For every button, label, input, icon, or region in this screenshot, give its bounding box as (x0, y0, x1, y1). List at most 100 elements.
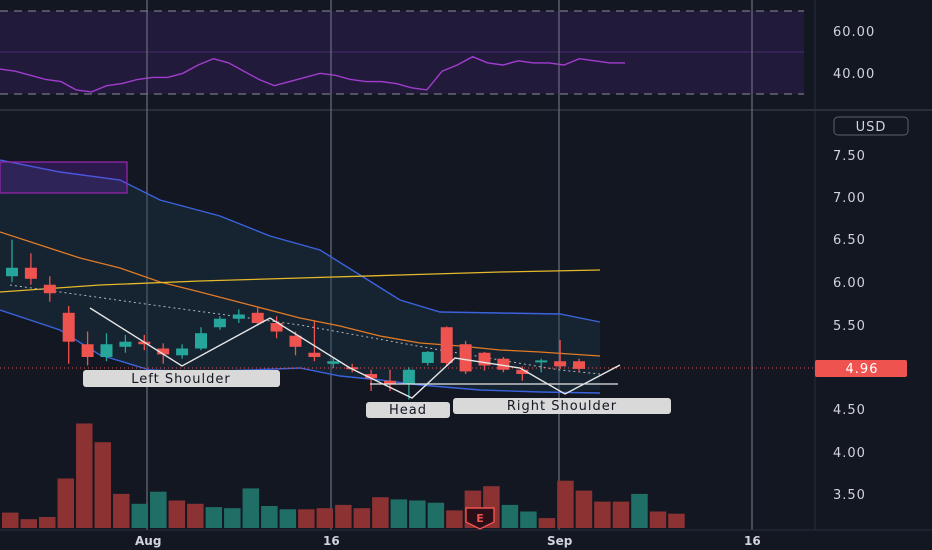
time-tick-label: 16 (744, 534, 761, 548)
candle (81, 331, 94, 366)
candle-body (421, 351, 434, 363)
volume-bar (150, 491, 167, 528)
label-text: Right Shoulder (507, 399, 617, 414)
candle-body (119, 341, 132, 347)
volume-bar (501, 504, 519, 528)
candle (213, 316, 226, 330)
volume-bar (224, 508, 241, 528)
volume-bar (353, 508, 371, 528)
price-tick-label: 4.50 (833, 403, 866, 418)
candle-body (440, 327, 453, 363)
volume-bar (39, 517, 56, 528)
volume-bar (631, 493, 648, 528)
candle-body (573, 361, 585, 369)
candle (440, 326, 453, 366)
pattern-zigzag-line (89, 307, 621, 399)
candle-body (402, 369, 415, 385)
last-price-badge (815, 360, 907, 377)
candle-body (232, 314, 245, 319)
volume-bar (446, 510, 463, 528)
time-tick-label: 16 (323, 534, 340, 548)
price-tick-label: 6.50 (833, 233, 866, 248)
candle-body (459, 344, 472, 372)
candle (554, 340, 567, 369)
candle-body (270, 323, 283, 332)
currency-badge[interactable] (833, 116, 909, 136)
price-tick-label: 7.00 (833, 191, 866, 206)
rsi-tick-label: 40.00 (833, 67, 875, 82)
candle (346, 363, 359, 373)
rsi-panel: 60.00 40.00 (0, 10, 875, 95)
volume-bar (335, 504, 352, 528)
volume-bars (2, 423, 685, 528)
candles (6, 239, 585, 400)
volume-bar (113, 493, 130, 528)
price-tick-label: 5.50 (833, 319, 866, 334)
candle-body (346, 367, 359, 370)
right-shoulder-label: Right Shoulder (453, 398, 671, 414)
candle-body (516, 369, 529, 374)
candle (365, 369, 378, 391)
dotted-trend-line (9, 284, 601, 375)
volume-bar (94, 442, 112, 528)
volume-bar (557, 480, 574, 528)
price-tick-label: 4.00 (833, 446, 866, 461)
candle (459, 340, 472, 374)
volume-bar (168, 500, 186, 528)
time-tick-label: Sep (547, 534, 573, 548)
candle-body (308, 352, 321, 357)
volume-bar (649, 511, 667, 528)
candle-body (365, 374, 378, 379)
volume-bar (2, 512, 19, 528)
volume-bar (242, 488, 260, 528)
upper-band-line (0, 159, 601, 323)
volume-bar (390, 499, 408, 528)
volume-bar (57, 478, 75, 528)
candle-body (384, 380, 396, 385)
left-shoulder-label: Left Shoulder (83, 370, 280, 387)
candle-body (535, 360, 548, 363)
volume-bar (520, 511, 537, 528)
volume-bar (427, 502, 445, 528)
price-axis[interactable]: USD 7.50 7.00 6.50 6.00 5.50 4.50 4.00 3… (815, 116, 909, 503)
label-text: Left Shoulder (131, 372, 230, 387)
candle (402, 367, 415, 400)
volume-bar (298, 509, 315, 528)
time-tick-label: Aug (135, 534, 161, 548)
candle-body (554, 361, 567, 367)
volume-bar (409, 500, 426, 528)
candle (251, 307, 264, 325)
volume-bar (76, 423, 93, 528)
candle (119, 334, 132, 353)
candle-body (24, 267, 37, 279)
candle-body (213, 318, 226, 328)
earnings-shield-icon (465, 507, 495, 530)
volume-bar (316, 508, 334, 528)
candle (327, 358, 340, 369)
volume-bar (279, 509, 297, 528)
volume-bar (668, 513, 685, 528)
price-tick-label: 3.50 (833, 488, 866, 503)
candle (100, 333, 113, 362)
volume-bar (594, 501, 611, 528)
last-price-text: 4.96 (846, 362, 879, 377)
candle (62, 306, 75, 364)
candle (195, 327, 207, 351)
orange-moving-average (0, 231, 601, 357)
volume-bar (372, 497, 389, 528)
earnings-letter: E (476, 512, 484, 525)
volume-bar (205, 507, 223, 528)
candle-body (195, 333, 207, 349)
candle-body (6, 267, 18, 277)
candle (497, 357, 510, 373)
candle-body (497, 358, 510, 370)
candle-body (43, 284, 56, 294)
candle-body (327, 361, 340, 364)
time-axis[interactable]: Aug 16 Sep 16 (0, 529, 932, 548)
earnings-badge[interactable]: E (465, 507, 495, 530)
volume-bar (187, 503, 204, 528)
candle-body (81, 344, 94, 357)
candle (24, 253, 37, 285)
